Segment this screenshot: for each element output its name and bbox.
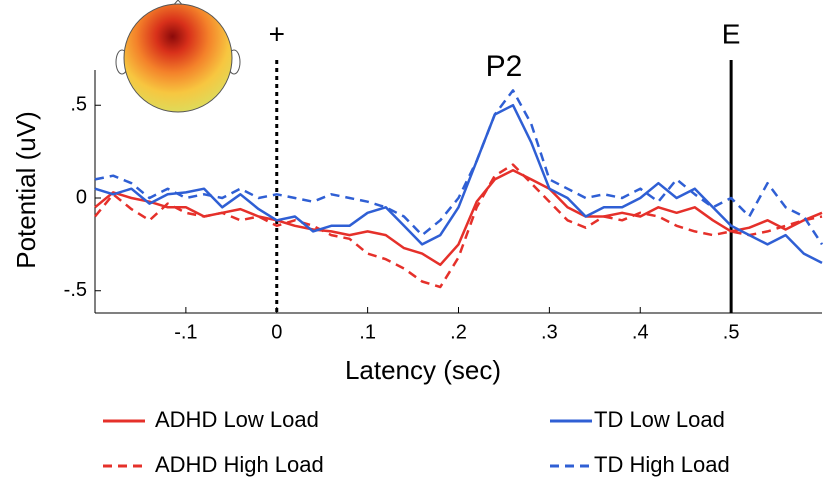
legend-label: ADHD Low Load (155, 407, 319, 432)
x-tick-label: .3 (541, 321, 558, 343)
series-line (94, 163, 823, 289)
annotation: P2 (486, 50, 523, 83)
series-line (94, 103, 823, 265)
x-tick-label: 0 (271, 321, 282, 343)
legend-label: TD High Load (594, 452, 730, 477)
y-tick-label: 0 (76, 186, 87, 208)
series-line (94, 168, 823, 267)
x-axis-title: Latency (sec) (345, 355, 501, 385)
x-tick-label: .1 (359, 321, 376, 343)
y-tick-label: -.5 (64, 279, 87, 301)
y-axis-title: Potential (uV) (11, 111, 41, 269)
x-tick-label: -.1 (174, 321, 197, 343)
head-map (115, 0, 241, 113)
series-line (94, 89, 824, 246)
y-tick-label: .5 (70, 94, 87, 116)
legend-label: TD Low Load (594, 407, 725, 432)
x-tick-label: .5 (723, 321, 740, 343)
x-tick-label: .2 (450, 321, 467, 343)
event-label: + (269, 18, 285, 49)
event-label: E (722, 18, 741, 49)
legend-label: ADHD High Load (155, 452, 324, 477)
x-tick-label: .4 (632, 321, 649, 343)
